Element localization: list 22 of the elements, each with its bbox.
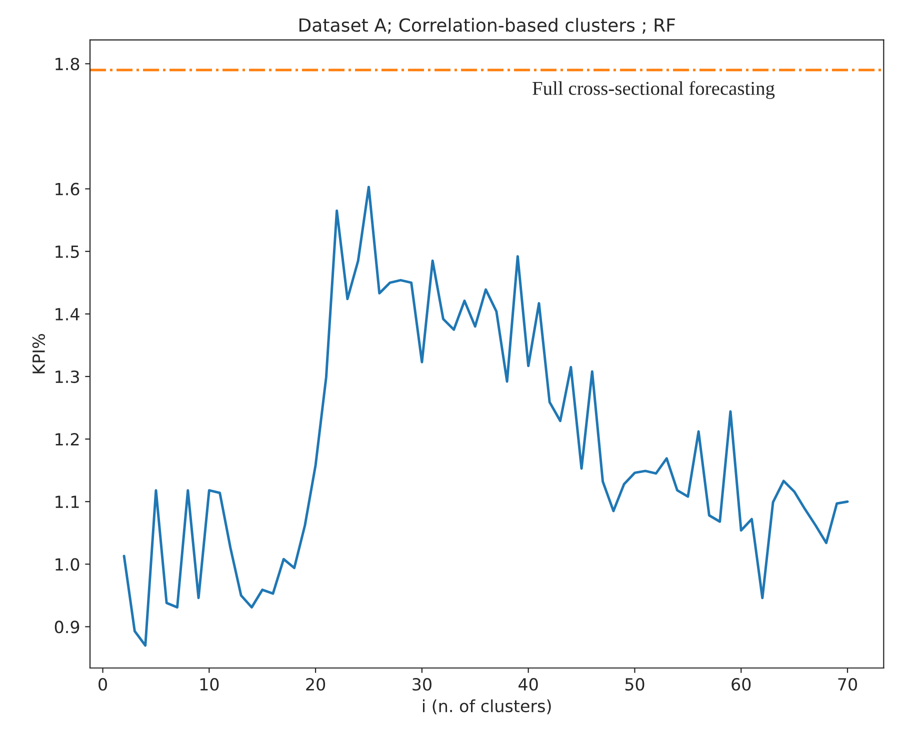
x-tick-label: 60 <box>732 678 751 691</box>
y-tick-label: 1.0 <box>56 558 80 571</box>
y-tick-label: 1.2 <box>56 433 79 446</box>
y-tick-label: 1.4 <box>56 308 80 320</box>
x-tick-label: 10 <box>200 678 219 691</box>
line-series <box>122 186 849 647</box>
x-tick-label: 0 <box>98 678 107 691</box>
x-tick-label: 70 <box>838 678 857 691</box>
x-tick-label: 20 <box>306 678 326 691</box>
y-tick-label: 1.3 <box>56 370 79 384</box>
y-tick-label: 1.1 <box>56 496 79 508</box>
y-tick-label: 0.9 <box>54 620 80 634</box>
x-tick-label: 40 <box>518 678 538 691</box>
y-tick-label: 1.5 <box>56 246 79 258</box>
x-tick-label: 30 <box>412 678 432 691</box>
x-tick-label: 50 <box>625 678 644 691</box>
chart-title: Dataset A; Correlation-based clusters ; RF <box>300 18 675 34</box>
y-tick-label: 1.6 <box>56 182 80 196</box>
x-axis-title: i (n. of clusters) <box>423 699 551 714</box>
y-tick-label: 1.8 <box>56 58 80 70</box>
ref-line-label: Full cross-sectional forecasting <box>532 81 775 99</box>
y-axis-title: KPI% <box>32 334 45 374</box>
